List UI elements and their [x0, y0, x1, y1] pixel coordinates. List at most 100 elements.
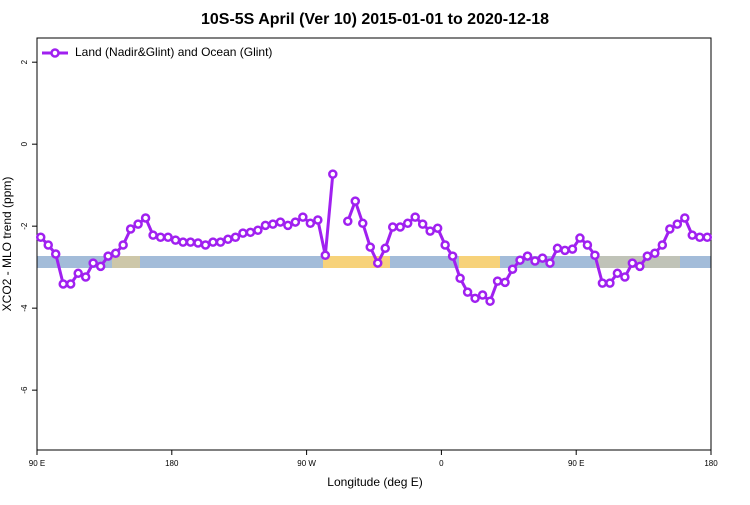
data-point — [268, 219, 278, 229]
x-tick-label: 90 E — [568, 459, 584, 468]
data-point — [358, 218, 368, 229]
legend-marker — [50, 48, 60, 58]
data-point — [537, 253, 548, 263]
data-point — [73, 268, 83, 279]
data-point — [140, 213, 151, 223]
y-tick-label: 2 — [20, 59, 29, 64]
data-point — [695, 232, 705, 242]
data-point — [387, 222, 398, 232]
data-point — [470, 293, 480, 304]
data-point — [680, 213, 690, 223]
data-point — [590, 250, 600, 261]
data-point — [178, 237, 188, 247]
data-point — [507, 264, 518, 274]
y-tick-label: -4 — [20, 304, 29, 312]
x-axis-label: Longitude (deg E) — [327, 475, 422, 489]
data-point — [290, 217, 301, 227]
data-point — [687, 230, 698, 240]
data-point — [155, 232, 166, 242]
data-point — [650, 248, 660, 258]
data-point — [298, 212, 308, 222]
data-point — [170, 235, 181, 245]
data-point — [283, 220, 293, 231]
data-point — [35, 232, 46, 242]
data-point — [402, 218, 413, 229]
data-point — [223, 234, 233, 245]
data-point — [485, 296, 495, 306]
data-point — [425, 226, 435, 236]
data-point — [253, 225, 263, 236]
data-point — [477, 290, 488, 300]
data-point — [260, 220, 271, 231]
data-point — [238, 228, 248, 238]
data-point — [545, 258, 555, 268]
data-point — [605, 278, 615, 288]
data-point — [597, 278, 608, 288]
legend-label: Land (Nadir&Glint) and Ocean (Glint) — [75, 45, 272, 59]
data-point — [627, 258, 638, 268]
data-point — [328, 169, 338, 179]
data-point — [410, 212, 420, 222]
x-tick-label: 180 — [704, 459, 718, 468]
data-point — [462, 287, 473, 297]
data-point — [313, 215, 323, 225]
data-point — [208, 237, 218, 247]
data-point — [635, 261, 645, 272]
y-tick-label: 0 — [20, 141, 29, 146]
data-point — [275, 217, 286, 227]
data-point — [65, 279, 76, 289]
data-point — [365, 242, 376, 252]
x-tick-label: 0 — [439, 459, 444, 468]
plot-frame — [36, 37, 712, 451]
data-point — [58, 279, 68, 289]
data-point — [103, 251, 113, 261]
data-point — [50, 249, 61, 259]
data-point — [125, 224, 136, 234]
y-tick-label: -2 — [20, 222, 29, 230]
data-point — [552, 243, 563, 254]
data-point — [522, 251, 533, 261]
data-point — [702, 232, 713, 242]
data-point — [372, 258, 383, 268]
data-point — [530, 256, 540, 266]
y-tick-label: -6 — [20, 386, 29, 394]
data-point — [185, 237, 196, 247]
data-point — [642, 251, 653, 261]
data-point — [245, 227, 256, 238]
data-point — [492, 276, 503, 286]
x-tick-label: 90 W — [297, 459, 316, 468]
data-point — [620, 272, 630, 282]
data-point — [148, 230, 158, 240]
data-point — [118, 240, 128, 250]
data-point — [455, 273, 465, 283]
data-point — [417, 219, 428, 229]
data-point — [320, 250, 331, 261]
data-point — [672, 219, 683, 229]
data-point — [43, 240, 53, 250]
data-point — [133, 219, 143, 229]
data-point — [395, 222, 405, 232]
data-point — [193, 238, 203, 248]
data-point — [380, 243, 390, 254]
data-point — [88, 258, 98, 268]
chart-title: 10S-5S April (Ver 10) 2015-01-01 to 2020… — [201, 11, 549, 28]
data-point — [582, 240, 593, 250]
data-point — [447, 251, 458, 261]
data-point — [95, 261, 106, 272]
data-point — [350, 196, 361, 206]
data-point — [657, 240, 668, 250]
data-point — [110, 248, 121, 258]
data-point — [575, 233, 585, 243]
data-point — [343, 216, 353, 226]
data-point — [305, 218, 316, 229]
data-point — [215, 237, 226, 247]
y-axis-label: XCO2 - MLO trend (ppm) — [0, 177, 14, 312]
x-tick-label: 90 E — [29, 459, 45, 468]
data-point — [567, 244, 578, 254]
x-tick-label: 180 — [165, 459, 179, 468]
data-point — [560, 245, 570, 256]
data-point — [200, 240, 211, 250]
data-point — [163, 232, 173, 242]
data-point — [665, 224, 675, 234]
